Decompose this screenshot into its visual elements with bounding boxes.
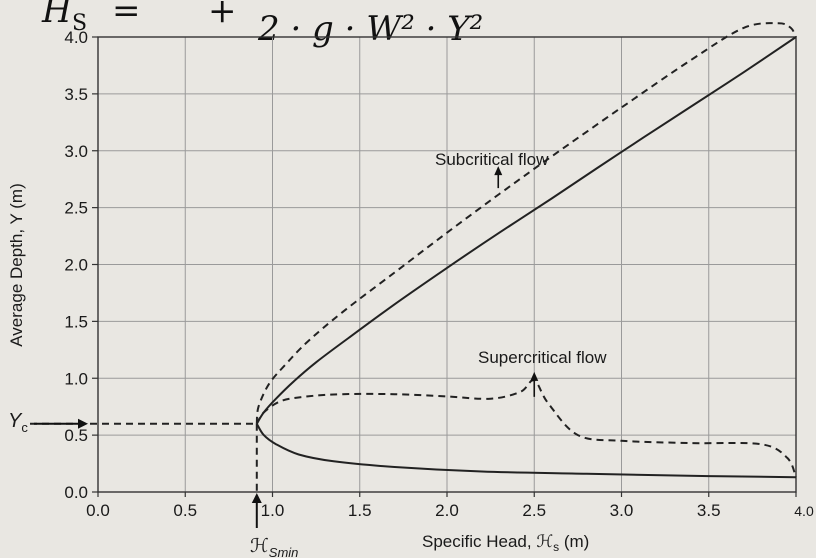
x-axis-title-unit: (m): [559, 532, 589, 551]
supercritical-arrowhead: [530, 371, 539, 381]
equation-denominator: 2 · g · W² · Y²: [257, 9, 483, 49]
supercritical-flow-label: Supercritical flow: [478, 348, 607, 367]
hsmin-label: ℋSmin: [250, 536, 298, 558]
x-tick-label: 1.0: [261, 501, 285, 520]
x-axis-title-sub: s: [553, 540, 559, 554]
yc-label-sub: c: [21, 420, 28, 435]
y-tick-label: 0.5: [64, 426, 88, 445]
dashed-curve-2: [255, 22, 797, 424]
subcritical-flow-label: Subcritical flow: [435, 150, 549, 169]
y-tick-label: 3.0: [64, 142, 88, 161]
x-tick-label: 1.5: [348, 501, 372, 520]
equation-lhs: H: [41, 0, 73, 31]
hsmin-label-sub: Smin: [269, 545, 299, 558]
dashed-curve-3: [255, 379, 797, 478]
grid: [92, 36, 797, 497]
yc-label: Yc: [8, 410, 28, 435]
y-tick-label: 2.5: [64, 199, 88, 218]
x-tick-label: 3.0: [610, 501, 634, 520]
solid-curve-0: [255, 36, 797, 425]
x-axis-title: Specific Head, ℋs (m): [422, 532, 589, 554]
hsmin-arrowhead: [251, 493, 262, 503]
equation-fragment: H S = + 2 · g · W² · Y²: [41, 0, 483, 49]
tick-labels: 0.0 0.5 1.0 1.5 2.0 2.5 3.0 3.5 4.0 0.0 0.5 1.0 1.5 2…: [64, 28, 814, 520]
equation-operator: =: [112, 0, 141, 31]
annotation-arrows: [494, 166, 539, 397]
x-tick-label: 0.0: [86, 501, 110, 520]
subcritical-arrowhead: [494, 166, 503, 176]
y-tick-label: 3.5: [64, 85, 88, 104]
curves: [30, 22, 797, 528]
y-tick-label: 1.0: [64, 369, 88, 388]
plot-frame: [97, 36, 797, 493]
y-tick-label: 2.0: [64, 256, 88, 275]
y-tick-label: 4.0: [64, 28, 88, 47]
solid-curve-1: [255, 423, 797, 479]
x-tick-label: 2.5: [522, 501, 546, 520]
x-tick-label: 2.0: [435, 501, 459, 520]
y-tick-label: 0.0: [64, 483, 88, 502]
x-tick-label: 3.5: [697, 501, 721, 520]
yc-arrowhead: [78, 418, 88, 429]
x-tick-label: 4.0: [794, 503, 814, 519]
equation-lhs-sub: S: [72, 11, 87, 36]
y-axis-title: Average Depth, Y (m): [7, 183, 26, 346]
equation-plus: +: [208, 0, 237, 31]
x-tick-label: 0.5: [173, 501, 197, 520]
y-tick-label: 1.5: [64, 312, 88, 331]
